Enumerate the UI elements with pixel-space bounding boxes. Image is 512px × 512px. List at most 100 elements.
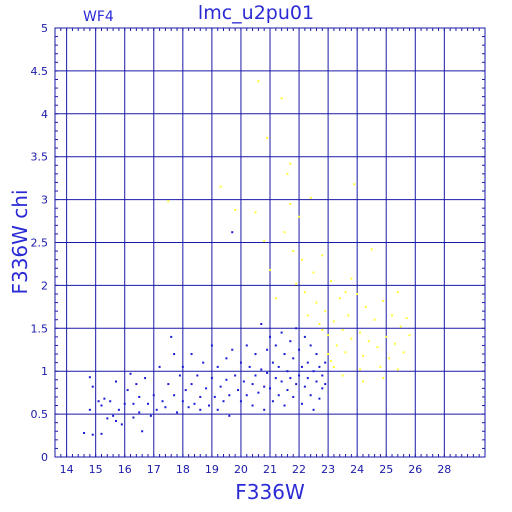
data-point — [173, 353, 176, 356]
data-point — [196, 374, 199, 377]
data-point — [228, 394, 231, 397]
x-axis-label: F336W — [235, 480, 305, 504]
data-point — [269, 268, 271, 271]
data-point — [88, 408, 91, 411]
data-point — [126, 389, 129, 392]
data-point — [300, 258, 303, 261]
data-point — [257, 80, 260, 83]
data-point — [199, 408, 202, 411]
data-point — [269, 387, 271, 390]
data-point — [388, 357, 391, 360]
data-point — [193, 402, 196, 405]
data-point — [283, 231, 286, 234]
data-point — [286, 370, 289, 373]
data-point — [254, 211, 257, 214]
data-point — [402, 351, 405, 354]
data-point — [120, 423, 123, 426]
y-tick-label: 3 — [41, 194, 48, 207]
x-tick-label: 25 — [379, 463, 393, 476]
data-point — [399, 325, 402, 328]
data-point — [109, 400, 112, 403]
data-point — [341, 329, 344, 332]
data-point — [327, 353, 330, 356]
data-point — [239, 361, 242, 364]
y-tick-label: 2.5 — [31, 237, 49, 250]
data-point — [318, 397, 321, 400]
data-point — [359, 368, 362, 371]
data-point — [298, 215, 301, 218]
data-point — [379, 365, 382, 368]
data-point — [141, 430, 144, 433]
data-point — [132, 402, 135, 405]
data-point — [207, 404, 210, 407]
data-point — [205, 387, 208, 390]
data-point — [350, 337, 353, 340]
data-point — [332, 320, 335, 323]
data-point — [271, 400, 274, 403]
data-point — [289, 340, 292, 343]
data-point — [327, 334, 330, 337]
data-point — [263, 385, 266, 388]
data-point — [135, 383, 138, 386]
data-point — [295, 383, 298, 386]
data-point — [228, 414, 231, 417]
data-point — [324, 383, 327, 386]
data-point — [385, 335, 388, 338]
data-point — [289, 162, 292, 165]
data-point — [312, 271, 315, 274]
data-point — [115, 380, 118, 383]
data-point — [321, 374, 324, 377]
data-point — [324, 310, 327, 313]
data-point — [280, 97, 283, 100]
data-point — [245, 344, 248, 347]
y-tick-label: 4 — [41, 108, 48, 121]
data-point — [356, 292, 359, 295]
data-point — [103, 397, 106, 400]
data-point — [132, 416, 135, 419]
data-point — [283, 404, 286, 407]
x-tick-label: 20 — [234, 463, 248, 476]
data-point — [176, 411, 179, 414]
data-point — [344, 351, 347, 354]
data-point — [283, 353, 286, 356]
data-point — [303, 291, 306, 294]
data-point — [158, 365, 161, 368]
data-point — [213, 395, 216, 398]
data-point — [173, 394, 176, 397]
chart-subtitle: WF4 — [83, 9, 114, 25]
data-point — [321, 329, 324, 332]
data-point — [144, 377, 147, 380]
data-point — [254, 374, 257, 377]
data-point — [277, 365, 280, 368]
data-point — [295, 327, 298, 330]
data-point — [321, 254, 324, 257]
data-point — [181, 400, 184, 403]
data-point — [167, 200, 170, 203]
data-point — [164, 406, 167, 409]
x-tick-label: 21 — [263, 463, 277, 476]
y-tick-label: 3.5 — [31, 151, 49, 164]
x-tick-label: 17 — [147, 463, 161, 476]
data-point — [231, 231, 234, 234]
data-point — [170, 335, 173, 338]
data-point — [269, 335, 271, 338]
x-tick-label: 28 — [437, 463, 451, 476]
data-point — [286, 172, 289, 175]
data-point — [277, 394, 280, 397]
data-point — [260, 323, 263, 326]
x-tick-label: 22 — [292, 463, 306, 476]
data-point — [396, 291, 399, 294]
data-point — [353, 183, 356, 186]
data-point — [242, 380, 245, 383]
x-tick-label: 14 — [60, 463, 74, 476]
data-point — [234, 208, 237, 211]
data-point — [254, 353, 257, 356]
data-point — [405, 317, 408, 320]
data-point — [222, 400, 225, 403]
data-point — [225, 378, 228, 381]
data-point — [152, 394, 155, 397]
y-tick-label: 1.5 — [31, 322, 49, 335]
data-point — [112, 414, 115, 417]
x-tick-label: 23 — [321, 463, 335, 476]
data-point — [251, 404, 254, 407]
